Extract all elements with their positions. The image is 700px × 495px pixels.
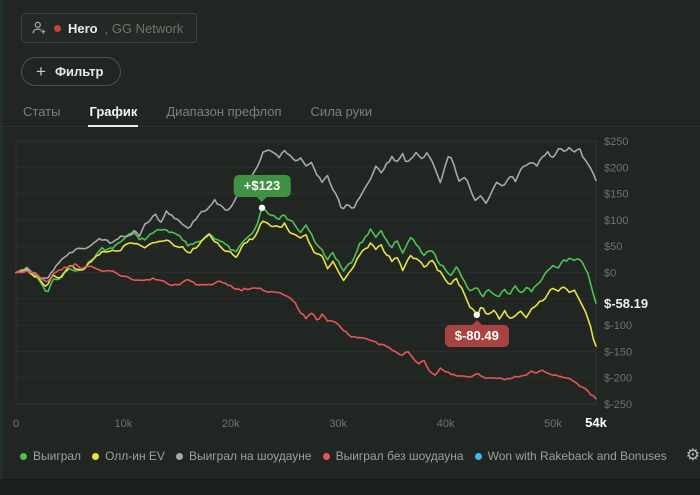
legend-item-allin-ev[interactable]: Олл-ин EV xyxy=(92,449,165,463)
y-axis-label: $100 xyxy=(604,215,628,227)
legend-item-won-showdown[interactable]: Выиграл на шоудауне xyxy=(175,449,312,463)
won-showdown-series-dot xyxy=(175,452,183,460)
player-name: Hero xyxy=(68,20,98,36)
tab-preflop-range[interactable]: Диапазон префлоп xyxy=(166,103,282,119)
series-line-won xyxy=(15,207,597,304)
y-axis-label: $-150 xyxy=(604,346,632,358)
filter-button[interactable]: + Фильтр xyxy=(21,57,122,86)
y-axis-label: $-250 xyxy=(604,399,632,411)
y-axis-label: $50 xyxy=(604,241,622,253)
legend-item-won[interactable]: Выиграл xyxy=(20,449,81,463)
current-value-label: $-58.19 xyxy=(604,296,648,311)
player-network: , GG Network xyxy=(104,20,184,36)
series-line-allin-ev xyxy=(15,220,597,347)
allin-ev-series-dot xyxy=(92,452,100,460)
filter-button-label: Фильтр xyxy=(54,64,104,79)
legend-item-rakeback[interactable]: Won with Rakeback and Bonuses xyxy=(474,449,667,463)
x-axis-label: 20k xyxy=(222,418,240,430)
tab-stats[interactable]: Статы xyxy=(23,103,61,119)
x-axis-label: 54k xyxy=(585,415,607,430)
won-series-dot xyxy=(20,452,27,460)
y-axis-label: $150 xyxy=(604,189,628,201)
plus-icon: + xyxy=(36,62,46,81)
y-axis-label: $0 xyxy=(604,268,616,280)
y-axis-label: $-100 xyxy=(604,320,632,332)
bottom-strip xyxy=(0,479,700,495)
x-axis-label: 10k xyxy=(115,418,133,430)
x-axis-label: 50k xyxy=(544,418,562,430)
series-line-won-showdown xyxy=(15,146,597,280)
presence-dot xyxy=(54,24,61,32)
player-selector[interactable]: Hero , GG Network xyxy=(21,13,198,43)
legend-item-won-no-showdown[interactable]: Выиграл без шоудауна xyxy=(322,449,464,463)
won-no-showdown-series-dot xyxy=(322,452,330,460)
y-axis-label: $200 xyxy=(604,162,628,174)
gear-icon[interactable]: ⚙ xyxy=(685,447,700,464)
tab-hand-strength[interactable]: Сила руки xyxy=(310,103,373,119)
x-axis-label: 30k xyxy=(329,418,347,430)
x-axis-label: 40k xyxy=(437,418,455,430)
chart-legend: Выиграл Олл-ин EV Выиграл на шоудауне Вы… xyxy=(0,446,700,466)
add-player-icon xyxy=(31,20,47,36)
tab-graph[interactable]: График xyxy=(88,96,139,127)
series-line-won-no-showdown xyxy=(15,263,597,400)
tab-bar: Статы График Диапазон префлоп Сила руки xyxy=(0,96,700,127)
annotation-dot xyxy=(258,204,266,211)
rakeback-series-dot xyxy=(474,452,482,460)
winnings-chart[interactable]: $250 $200 $150 $100 $50 $0 $-100 $-150 $-200 $-25… xyxy=(0,130,700,440)
annotation-dot xyxy=(473,311,480,318)
left-accent-strip xyxy=(0,0,2,495)
y-axis-label: $250 xyxy=(604,136,628,148)
x-axis-label: 0 xyxy=(13,418,19,430)
y-axis-label: $-200 xyxy=(604,373,632,385)
